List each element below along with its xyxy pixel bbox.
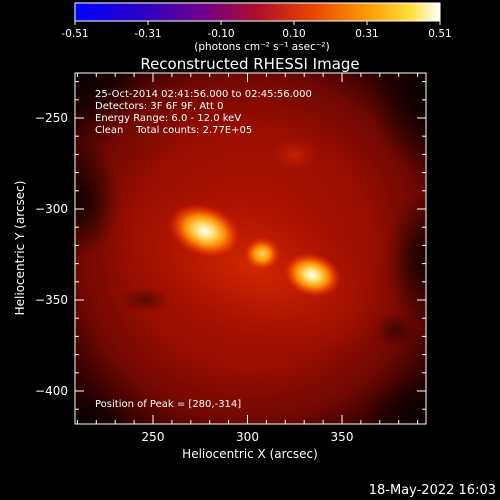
colorbar-tick-label: -0.31 [134,28,161,40]
colorbar-tick-label: -0.51 [61,28,88,40]
x-tick-label: 350 [331,430,354,444]
colorbar-tick-label: 0.51 [428,28,451,40]
colorbar-ticks: -0.51 -0.31 -0.10 0.10 0.31 0.51 [61,21,452,40]
info-clean-counts: Clean Total counts: 2.77E+05 [95,125,252,136]
colorbar-tick-label: -0.10 [207,28,234,40]
info-peak-position: Position of Peak = [280,-314] [95,399,241,410]
info-time-range: 25-Oct-2014 02:41:56.000 to 02:45:56.000 [95,89,312,100]
x-tick-label: 300 [236,430,259,444]
info-detectors: Detectors: 3F 6F 9F, Att 0 [95,101,223,112]
y-axis-label: Heliocentric Y (arcsec) [13,181,27,316]
colorbar [74,2,441,22]
x-axis-label: Heliocentric X (arcsec) [182,447,318,461]
colorbar-tick-label: 0.10 [282,28,305,40]
plot-frame [74,72,427,425]
x-tick-label: 250 [142,430,165,444]
y-tick-label: −300 [35,202,68,216]
rhessi-image [75,73,426,424]
info-energy-range: Energy Range: 6.0 - 12.0 keV [95,113,241,124]
source-middle [242,236,282,272]
y-tick-label: −250 [35,111,68,125]
y-tick-label: −350 [35,293,68,307]
plot-ticks [75,73,426,424]
x-tick-labels: 250 300 350 [142,430,354,444]
footer-date: 18-May-2022 16:03 [369,483,496,498]
colorbar-unit-label: (photons cm⁻² s⁻¹ asec⁻²) [194,41,329,53]
y-tick-label: −400 [35,384,68,398]
source-secondary [282,252,342,298]
chart-title: Reconstructed RHESSI Image [140,55,359,73]
y-tick-labels: −250 −300 −350 −400 [35,111,68,398]
source-primary [168,203,242,259]
colorbar-tick-label: 0.31 [355,28,378,40]
